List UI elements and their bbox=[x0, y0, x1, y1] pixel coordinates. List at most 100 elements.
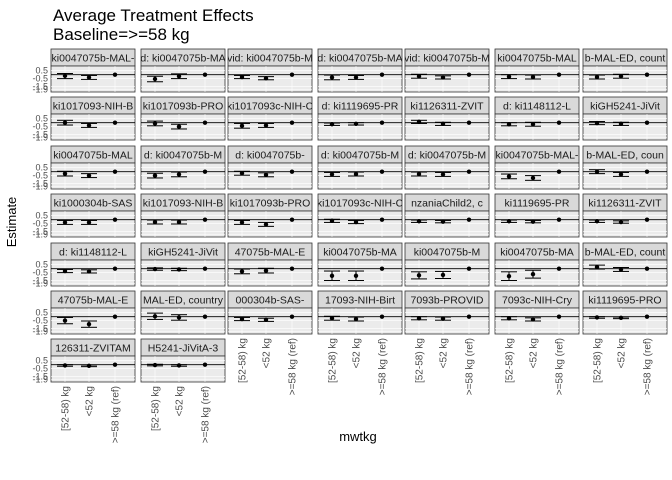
estimate-point bbox=[530, 122, 536, 127]
facet-label: ki1017093b-PRO bbox=[143, 101, 224, 113]
facet-panel bbox=[404, 113, 490, 141]
facet-label: vid: ki0047075b-M bbox=[404, 53, 490, 65]
facet-label: kiGH5241-JiVit bbox=[590, 101, 660, 113]
y-tick-label: -0.5 bbox=[32, 219, 48, 229]
x-tick-label: [52-58) kg bbox=[505, 338, 516, 383]
estimate-point bbox=[440, 219, 446, 224]
estimate-point bbox=[466, 266, 472, 271]
estimate-point bbox=[86, 269, 92, 274]
estimate-point bbox=[289, 169, 295, 174]
estimate-point bbox=[644, 217, 650, 222]
facet-panel bbox=[50, 355, 136, 383]
estimate-point bbox=[62, 318, 68, 323]
facet-label: nzaniaChild2, c bbox=[411, 198, 483, 210]
estimate-point bbox=[353, 316, 359, 322]
estimate-point bbox=[112, 217, 118, 222]
estimate-point bbox=[329, 75, 335, 80]
facet-panel bbox=[140, 355, 226, 383]
y-tick-label: 0.5 bbox=[35, 260, 48, 270]
estimate-point bbox=[263, 123, 269, 128]
estimate-point bbox=[112, 72, 118, 77]
estimate-point bbox=[506, 273, 512, 279]
y-tick-label: 0.5 bbox=[35, 211, 48, 221]
estimate-point bbox=[644, 120, 650, 125]
estimate-point bbox=[556, 72, 562, 77]
y-tick-label: -1.5 bbox=[32, 323, 48, 333]
estimate-point bbox=[618, 74, 624, 79]
estimate-point bbox=[112, 314, 118, 319]
facet-panel bbox=[582, 210, 668, 238]
facet-label: d: ki0047075b-M bbox=[321, 150, 399, 162]
estimate-point bbox=[263, 268, 269, 273]
estimate-point bbox=[556, 217, 562, 222]
estimate-point bbox=[530, 219, 536, 224]
x-tick-label: [52-58) kg bbox=[61, 386, 72, 431]
estimate-point bbox=[176, 74, 182, 79]
facet-label: b-MAL-ED, count bbox=[585, 247, 666, 259]
estimate-point bbox=[289, 266, 295, 271]
estimate-point bbox=[263, 76, 269, 81]
estimate-point bbox=[594, 264, 600, 270]
estimate-point bbox=[239, 74, 245, 80]
estimate-point bbox=[112, 120, 118, 125]
estimate-point bbox=[644, 266, 650, 271]
facet-label: ki0047075b-MAL bbox=[53, 150, 133, 162]
facet-label: ki1017093-NIH-B bbox=[143, 198, 224, 210]
estimate-point bbox=[416, 273, 422, 278]
y-tick-label: -1.5 bbox=[32, 371, 48, 381]
facet-label: 126311-ZVITAM bbox=[55, 343, 130, 355]
estimate-point bbox=[379, 120, 385, 125]
estimate-point bbox=[62, 171, 68, 176]
facet-label: ki1017093-NIH-B bbox=[53, 101, 134, 113]
y-tick-label: 0.5 bbox=[35, 66, 48, 76]
estimate-point bbox=[176, 172, 182, 177]
estimate-point bbox=[556, 120, 562, 125]
facet-label: d: ki0047075b-MA bbox=[317, 53, 402, 65]
facet-label: H5241-JiVitA-3 bbox=[148, 343, 219, 355]
estimate-point bbox=[440, 75, 446, 80]
estimate-point bbox=[152, 314, 158, 319]
x-tick-label: >=58 kg (ref) bbox=[378, 338, 389, 395]
estimate-point bbox=[86, 321, 92, 327]
facet-panel bbox=[582, 307, 668, 335]
estimate-point bbox=[329, 218, 335, 224]
estimate-point bbox=[353, 75, 359, 80]
estimate-point bbox=[62, 220, 68, 225]
y-tick-label: -1.5 bbox=[32, 226, 48, 236]
facet-label: 000304b-SAS- bbox=[236, 295, 305, 307]
estimate-point bbox=[202, 362, 208, 367]
y-axis-label: Estimate bbox=[4, 197, 19, 248]
y-tick-label: -1.5 bbox=[32, 178, 48, 188]
y-tick-label: -0.5 bbox=[32, 268, 48, 278]
y-tick-label: -1.5 bbox=[32, 275, 48, 285]
facet-label: b-MAL-ED, coun bbox=[586, 150, 664, 162]
estimate-point bbox=[112, 266, 118, 271]
y-tick-label: -1.9 bbox=[32, 279, 48, 289]
estimate-point bbox=[556, 169, 562, 174]
estimate-point bbox=[202, 314, 208, 319]
estimate-point bbox=[644, 314, 650, 319]
facet-label: ki1017093c-NIH-C bbox=[317, 198, 404, 210]
estimate-point bbox=[618, 219, 624, 225]
facet-label: ki1119695-PRO bbox=[588, 295, 661, 307]
facet-label: b-MAL-ED, count bbox=[585, 53, 666, 65]
x-tick-label: <52 kg bbox=[352, 338, 363, 368]
estimate-point bbox=[202, 266, 208, 271]
y-tick-label: -1.9 bbox=[32, 182, 48, 192]
estimate-point bbox=[506, 174, 512, 179]
estimate-point bbox=[152, 219, 158, 225]
facet-panels: ki0047075b-MAL-0.5-0.5-1.5-1.9d: ki00470… bbox=[32, 48, 668, 443]
estimate-point bbox=[62, 73, 68, 79]
estimate-point bbox=[263, 317, 269, 323]
facet-panel bbox=[494, 210, 580, 238]
estimate-point bbox=[239, 220, 245, 225]
x-tick-label: >=58 kg (ref) bbox=[643, 338, 654, 395]
x-tick-label: [52-58) kg bbox=[593, 338, 604, 383]
estimate-point bbox=[506, 74, 512, 79]
x-tick-label: <52 kg bbox=[262, 338, 273, 368]
y-tick-label: -1.5 bbox=[32, 81, 48, 91]
facet-panel bbox=[404, 307, 490, 335]
estimate-point bbox=[556, 314, 562, 319]
estimate-point bbox=[86, 220, 92, 225]
